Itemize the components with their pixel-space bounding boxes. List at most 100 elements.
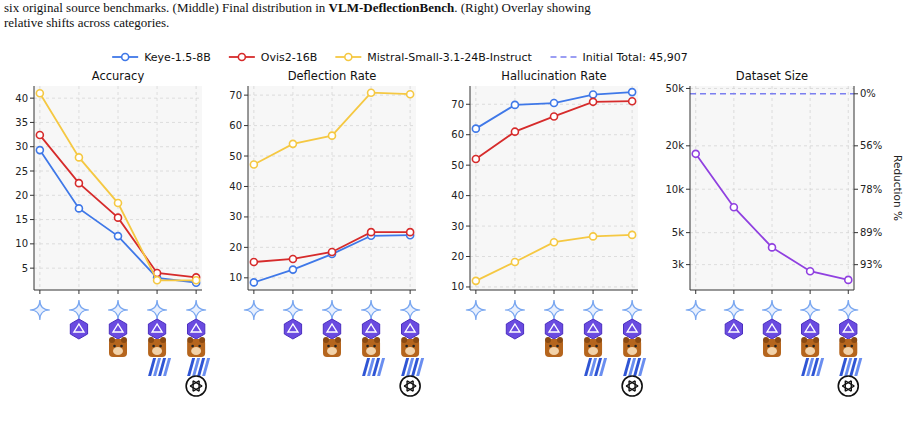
icon-bear-eye: [405, 345, 408, 348]
tick-x: [118, 290, 119, 294]
icon-knot-line: [404, 386, 413, 391]
stage-icons: [686, 300, 706, 320]
icon-bear-ear: [148, 337, 154, 343]
point: [769, 244, 776, 251]
tick-label-y: 10k: [665, 184, 684, 195]
tick-label-y2: 89%: [860, 227, 882, 238]
tick-x: [514, 290, 515, 294]
tick-y2: [854, 93, 858, 94]
icon-hexagon: [840, 319, 857, 339]
grid-line-x: [78, 86, 79, 290]
icon-bear-eye: [850, 345, 853, 348]
point: [551, 239, 558, 246]
icon-bear-ear: [323, 337, 329, 343]
point: [511, 101, 518, 108]
icon-sparkle: [686, 300, 706, 320]
stage-icons: [186, 300, 210, 396]
tick-y: [244, 156, 248, 157]
tick-label-y: 10: [15, 238, 28, 249]
point: [407, 229, 414, 236]
icon-bear-face: [767, 347, 777, 355]
tick-label-y: 20: [15, 190, 28, 201]
grid-line-x: [371, 86, 372, 290]
marks: [36, 90, 199, 286]
figure: six original source benchmarks. (Middle)…: [0, 0, 920, 425]
icon-bear-face: [191, 347, 201, 355]
icon-bear-face: [588, 347, 598, 355]
tick-x: [196, 290, 197, 294]
series-line: [254, 235, 410, 282]
tick-label-y: 70: [229, 90, 242, 101]
icon-sparkle: [838, 300, 858, 320]
tick-label-y: 60: [451, 129, 464, 140]
tick-y: [244, 186, 248, 187]
caption-emphasis: VLM-DeflectionBench: [329, 0, 455, 15]
tick-label-y: 15: [15, 214, 28, 225]
tick-label-y: 10: [451, 281, 464, 292]
grid-line-x: [410, 86, 411, 290]
icon-bear-eye: [334, 345, 337, 348]
icon-bear-face: [327, 347, 337, 355]
icon-bear-ear: [121, 337, 127, 343]
tick-label-y: 20: [229, 242, 242, 253]
point: [115, 214, 122, 221]
icon-hexagon: [148, 319, 165, 339]
stage-icons: [505, 300, 525, 339]
tick-y: [30, 195, 34, 196]
point: [807, 268, 814, 275]
tick-x: [157, 290, 158, 294]
tick-y2: [854, 232, 858, 233]
panel-title: Hallucination Rate: [501, 69, 606, 83]
stage-icons: [544, 300, 564, 357]
icon-bear-ear: [109, 337, 115, 343]
tick-label-y: 35: [15, 117, 28, 128]
point: [590, 233, 597, 240]
legend-item: Keye-1.5-8B: [112, 51, 211, 64]
point: [289, 266, 296, 273]
icon-sparkle: [544, 300, 564, 320]
tick-y: [686, 189, 690, 190]
icon-bear-eye: [805, 345, 808, 348]
icon-bear-eye: [634, 345, 637, 348]
grid-line-y: [248, 216, 416, 217]
series-line: [40, 135, 196, 277]
icon-stripe: [202, 358, 210, 376]
point: [75, 205, 82, 212]
tick-label-y: 40: [229, 181, 242, 192]
legend-marker: [122, 54, 129, 61]
stage-icons: [622, 300, 646, 396]
series-line: [254, 93, 410, 165]
grid-line-x: [39, 86, 40, 290]
icon-bear-ear: [635, 337, 641, 343]
tick-x: [554, 290, 555, 294]
stage-icons: [361, 300, 385, 376]
axis-y: [470, 86, 471, 290]
icon-stripe: [854, 358, 862, 376]
icon-bear-eye: [549, 345, 552, 348]
tick-y: [686, 232, 690, 233]
stage-icons: [724, 300, 744, 339]
tick-label-y: 50k: [665, 83, 684, 94]
icon-hexagon-inner: [74, 324, 84, 332]
tick-y: [244, 277, 248, 278]
marks: [472, 89, 635, 285]
icon-bear-eye: [774, 345, 777, 348]
icon-bear-ear: [199, 337, 205, 343]
icon-bear-ear: [623, 337, 629, 343]
icon-bear-face: [549, 347, 559, 355]
icon-knot-line: [842, 386, 851, 391]
grid-line-y: [248, 186, 416, 187]
icon-bear-eye: [843, 345, 846, 348]
grid-line-x: [810, 86, 811, 290]
icon-bear-eye: [412, 345, 415, 348]
tick-x: [78, 290, 79, 294]
icon-bear-eye: [556, 345, 559, 348]
icon-stripe: [599, 358, 607, 376]
point: [329, 248, 336, 255]
icon-bear-eye: [327, 345, 330, 348]
legend-label: Mistral-Small-3.1-24B-Instruct: [367, 51, 532, 64]
icon-hexagon-inner: [405, 324, 415, 332]
icon-bear-face: [843, 347, 853, 355]
icon-knot-line: [412, 381, 413, 391]
point: [250, 258, 257, 265]
